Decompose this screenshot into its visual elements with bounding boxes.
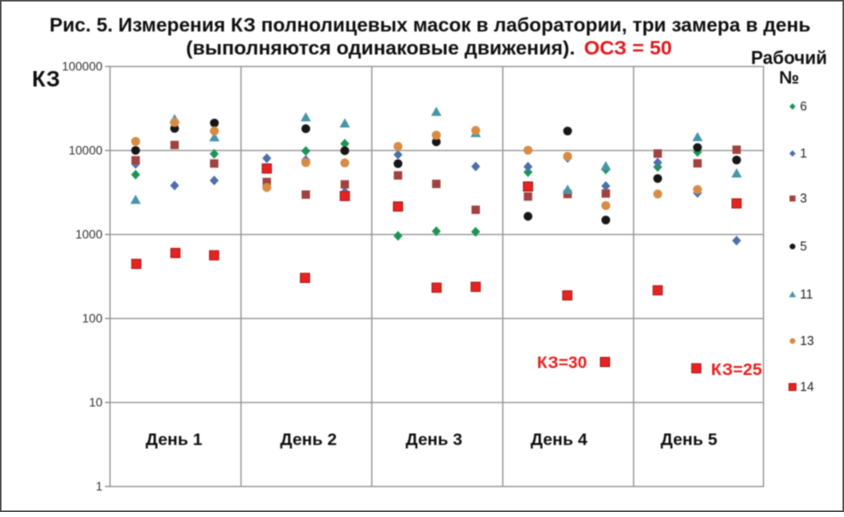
svg-text:3: 3 (800, 192, 807, 206)
svg-text:1: 1 (96, 480, 103, 494)
svg-text:6: 6 (800, 100, 807, 114)
svg-text:День 2: День 2 (280, 430, 337, 449)
svg-text:День 1: День 1 (146, 430, 203, 449)
svg-text:КЗ=25: КЗ=25 (711, 360, 762, 379)
svg-text:День 3: День 3 (406, 430, 463, 449)
svg-text:14: 14 (800, 380, 814, 394)
svg-text:ОСЗ = 50: ОСЗ = 50 (584, 39, 672, 60)
svg-text:№: № (779, 68, 799, 88)
svg-text:5: 5 (800, 240, 807, 254)
svg-text:День 4: День 4 (531, 430, 588, 449)
svg-text:КЗ: КЗ (32, 67, 60, 92)
svg-text:КЗ=30: КЗ=30 (537, 353, 587, 372)
svg-text:Рабочий: Рабочий (751, 48, 827, 68)
svg-text:11: 11 (800, 288, 813, 302)
svg-text:10: 10 (89, 396, 103, 410)
svg-text:День 5: День 5 (661, 430, 718, 449)
svg-text:10000: 10000 (69, 144, 103, 158)
svg-text:(выполняются одинаковые движен: (выполняются одинаковые движения). (186, 39, 575, 60)
svg-text:1000: 1000 (75, 228, 102, 242)
svg-text:100: 100 (82, 312, 103, 326)
svg-text:1: 1 (800, 147, 807, 161)
svg-text:100000: 100000 (62, 60, 103, 74)
svg-text:Рис. 5. Измерения КЗ полнолице: Рис. 5. Измерения КЗ полнолицевых масок … (50, 16, 811, 37)
svg-text:13: 13 (800, 334, 814, 348)
